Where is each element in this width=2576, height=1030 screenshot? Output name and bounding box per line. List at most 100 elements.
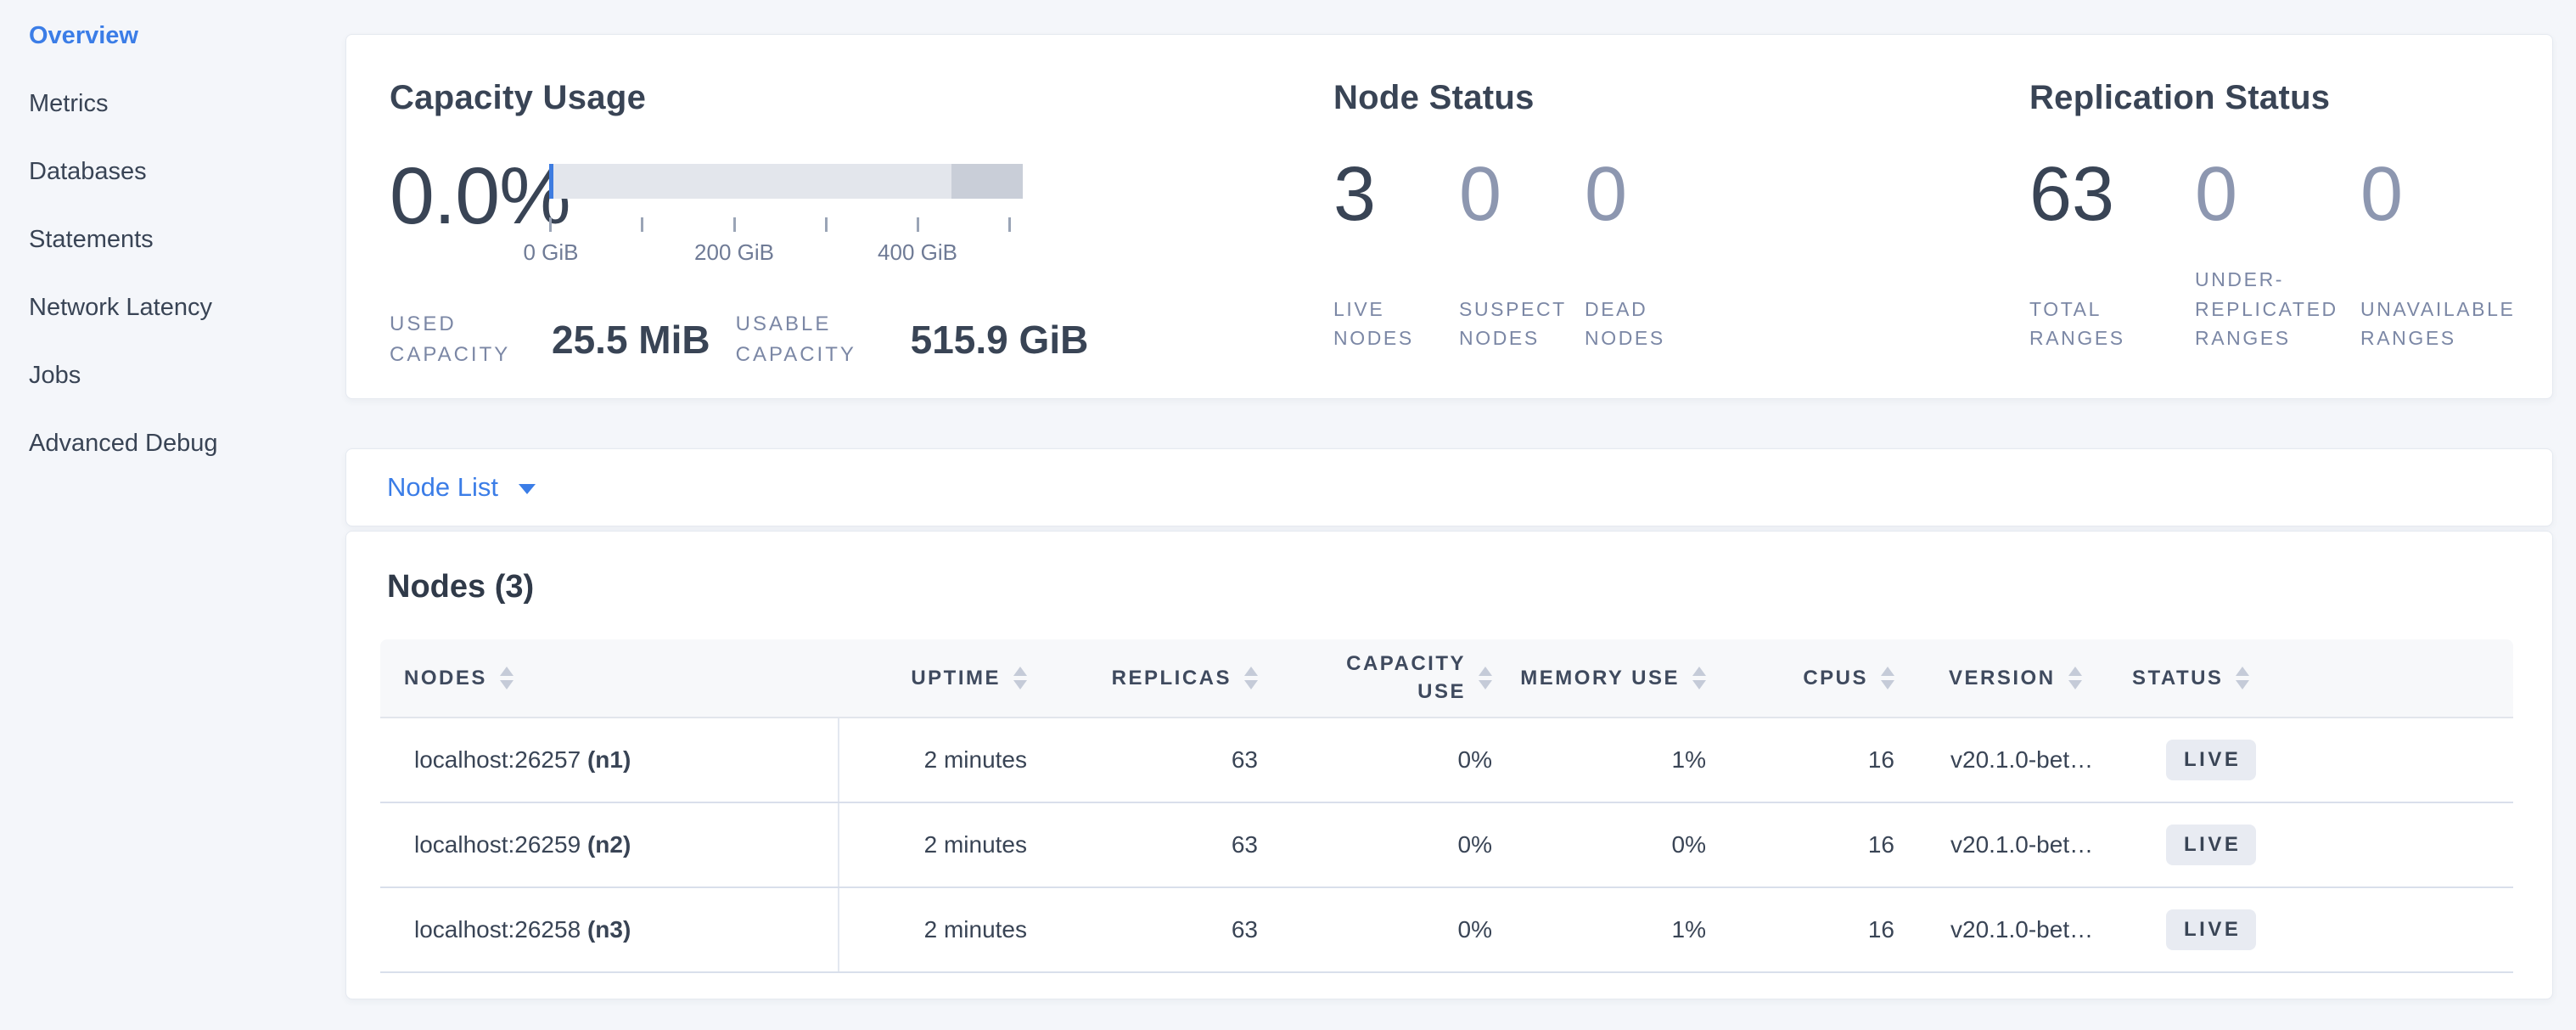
capacity-bar — [549, 164, 1023, 199]
sort-icon — [2068, 667, 2082, 689]
replication-labels: TOTAL RANGES UNDER-REPLICATED RANGES UNA… — [2029, 263, 2552, 353]
suspect-nodes-count: 0 — [1459, 152, 1502, 237]
axis-tick — [733, 217, 736, 232]
node-status-values: 3 0 0 — [1333, 151, 2029, 239]
status-badge: LIVE — [2166, 740, 2257, 780]
node-status-labels: LIVE NODES SUSPECT NODES DEAD NODES — [1333, 263, 2029, 353]
column-header-uptime[interactable]: UPTIME — [839, 639, 1027, 718]
total-ranges-count: 63 — [2029, 152, 2115, 237]
cpus-cell: 16 — [1706, 887, 1894, 973]
memory-use-cell: 0% — [1492, 802, 1706, 888]
node-id: (n3) — [586, 916, 631, 943]
capacity-axis: 0 GiB 200 GiB 400 GiB — [523, 199, 1023, 265]
node-list-dropdown[interactable]: Node List — [387, 472, 536, 503]
chevron-down-icon — [518, 484, 536, 494]
under-replicated-ranges-count: 0 — [2195, 152, 2238, 237]
total-ranges-label: TOTAL RANGES — [2029, 297, 2125, 350]
capacity-bar-chart: 0 GiB 200 GiB 400 GiB — [523, 164, 1023, 265]
sort-icon — [1244, 667, 1258, 689]
uptime-cell: 2 minutes — [839, 887, 1027, 973]
dead-nodes-label: DEAD NODES — [1585, 297, 1665, 350]
column-header-replicas[interactable]: REPLICAS — [1027, 639, 1258, 718]
axis-tick — [549, 217, 552, 232]
sort-icon — [499, 667, 514, 689]
column-label: UPTIME — [911, 666, 1001, 689]
capacity-use-cell: 0% — [1258, 802, 1492, 888]
column-header-status[interactable]: STATUS — [2132, 639, 2513, 718]
node-address-cell[interactable]: localhost:26259 (n2) — [380, 802, 839, 888]
column-label: REPLICAS — [1111, 666, 1232, 689]
sidebar-item-databases[interactable]: Databases — [29, 157, 147, 185]
replicas-cell: 63 — [1027, 802, 1258, 888]
node-row-n3[interactable]: localhost:26258 (n3) 2 minutes 63 0% 1% … — [380, 887, 2513, 973]
node-address: localhost:26257 — [414, 746, 581, 773]
column-header-memory-use[interactable]: MEMORY USE — [1492, 639, 1706, 718]
column-header-capacity-use[interactable]: CAPACITY USE — [1258, 639, 1492, 718]
view-selector-bar: Node List — [345, 448, 2553, 526]
sort-icon — [1479, 667, 1492, 689]
replication-status-title: Replication Status — [2029, 79, 2331, 116]
node-status-section: Node Status 3 0 0 LIVE NODES SUSPECT NOD… — [1333, 79, 2029, 398]
column-label: VERSION — [1949, 666, 2056, 689]
sort-icon — [2236, 667, 2250, 689]
memory-use-cell: 1% — [1492, 887, 1706, 973]
unavailable-ranges-count: 0 — [2360, 152, 2404, 237]
sidebar-item-overview[interactable]: Overview — [29, 21, 138, 49]
status-badge: LIVE — [2166, 909, 2257, 950]
status-cell: LIVE — [2132, 718, 2513, 803]
sidebar-item-statements[interactable]: Statements — [29, 225, 154, 253]
status-cell: LIVE — [2132, 887, 2513, 973]
node-address: localhost:26259 — [414, 831, 581, 858]
column-label: NODES — [404, 666, 487, 689]
capacity-usage-section: Capacity Usage 0.0% — [390, 79, 1333, 398]
axis-tick — [1008, 217, 1011, 232]
cpus-cell: 16 — [1706, 802, 1894, 888]
node-row-n1[interactable]: localhost:26257 (n1) 2 minutes 63 0% 1% … — [380, 718, 2513, 803]
node-address-cell[interactable]: localhost:26258 (n3) — [380, 887, 839, 973]
status-cell: LIVE — [2132, 802, 2513, 888]
unavailable-ranges-label: UNAVAILABLE RANGES — [2360, 297, 2516, 350]
capacity-bar-used-marker — [549, 164, 553, 199]
axis-tick — [825, 217, 828, 232]
usable-capacity-label: USABLE CAPACITY — [735, 312, 856, 366]
sidebar-item-metrics[interactable]: Metrics — [29, 89, 109, 117]
cpus-cell: 16 — [1706, 718, 1894, 803]
replicas-cell: 63 — [1027, 887, 1258, 973]
node-status-title: Node Status — [1333, 79, 1535, 116]
column-label: MEMORY USE — [1520, 666, 1680, 689]
column-header-version[interactable]: VERSION — [1894, 639, 2132, 718]
replication-values: 63 0 0 — [2029, 151, 2552, 239]
used-capacity-value: 25.5 MiB — [552, 318, 710, 362]
sidebar-item-jobs[interactable]: Jobs — [29, 361, 81, 389]
nodes-table: NODES UPTIME REPLICAS CAPACITY USE — [380, 639, 2513, 973]
column-label: CPUS — [1803, 666, 1868, 689]
used-capacity-label: USED CAPACITY — [390, 312, 511, 366]
cluster-summary-card: Capacity Usage 0.0% — [345, 34, 2553, 399]
usable-capacity-value: 515.9 GiB — [910, 318, 1089, 362]
capacity-use-cell: 0% — [1258, 887, 1492, 973]
memory-use-cell: 1% — [1492, 718, 1706, 803]
axis-label-400: 400 GiB — [878, 239, 957, 265]
node-address: localhost:26258 — [414, 916, 581, 943]
sidebar-item-network-latency[interactable]: Network Latency — [29, 293, 212, 321]
capacity-used-percent: 0.0% — [390, 151, 571, 241]
capacity-usage-title: Capacity Usage — [390, 79, 647, 116]
nodes-table-card: Nodes (3) NODES UPTIME — [345, 531, 2553, 999]
sort-icon — [1692, 667, 1706, 689]
node-row-n2[interactable]: localhost:26259 (n2) 2 minutes 63 0% 0% … — [380, 802, 2513, 888]
version-cell: v20.1.0-bet… — [1894, 718, 2132, 803]
column-label: CAPACITY USE — [1346, 652, 1466, 703]
sort-icon — [1013, 667, 1027, 689]
live-nodes-label: LIVE NODES — [1333, 297, 1414, 350]
sidebar-item-advanced-debug[interactable]: Advanced Debug — [29, 429, 218, 457]
version-cell: v20.1.0-bet… — [1894, 802, 2132, 888]
node-address-cell[interactable]: localhost:26257 (n1) — [380, 718, 839, 803]
node-list-dropdown-label: Node List — [387, 472, 498, 502]
column-header-cpus[interactable]: CPUS — [1706, 639, 1894, 718]
sort-icon — [1881, 667, 1894, 689]
capacity-bar-other-segment — [951, 164, 1023, 199]
capacity-use-cell: 0% — [1258, 718, 1492, 803]
axis-tick — [641, 217, 643, 232]
dead-nodes-count: 0 — [1585, 152, 1628, 237]
column-header-nodes[interactable]: NODES — [380, 639, 839, 718]
